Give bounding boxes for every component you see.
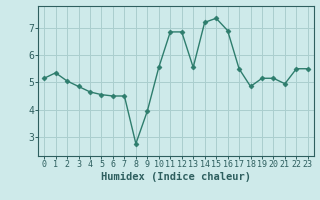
X-axis label: Humidex (Indice chaleur): Humidex (Indice chaleur) — [101, 172, 251, 182]
